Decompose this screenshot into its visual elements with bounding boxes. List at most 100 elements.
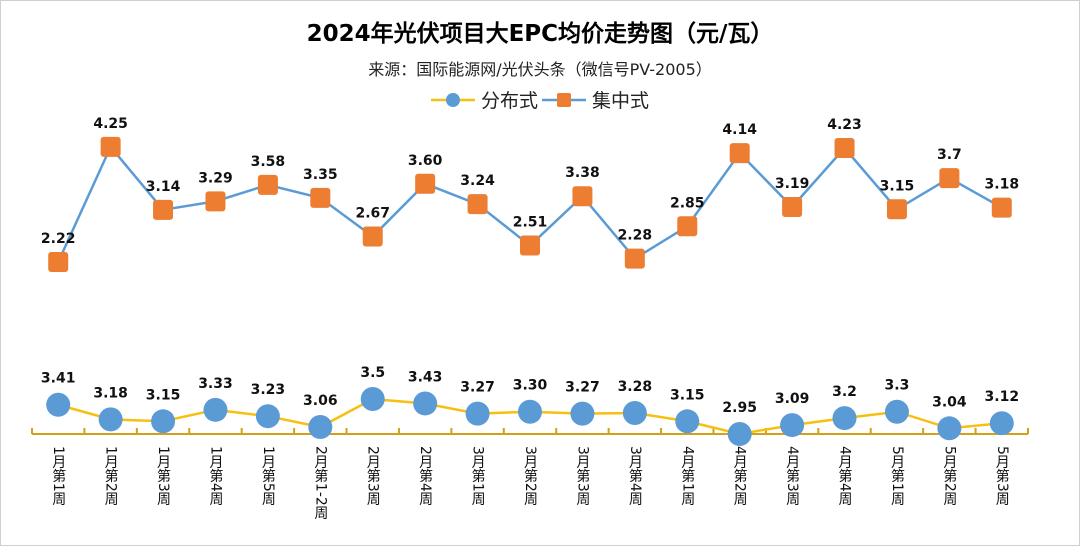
data-point-square	[624, 248, 645, 269]
data-label: 2.95	[722, 400, 757, 416]
data-point-circle	[203, 397, 228, 422]
data-point-circle	[98, 407, 123, 432]
data-point-circle	[465, 401, 490, 426]
data-point-square	[520, 235, 540, 256]
data-label: 3.5	[360, 365, 385, 381]
data-label: 3.18	[985, 177, 1020, 193]
data-label: 4.23	[827, 117, 862, 133]
data-label: 3.43	[408, 369, 443, 385]
x-tick-label: 5月第1周	[888, 446, 905, 506]
data-point-circle	[570, 401, 595, 426]
data-point-circle	[727, 422, 752, 446]
data-point-circle	[151, 409, 176, 434]
legend-label: 集中式	[592, 90, 650, 112]
data-label: 4.25	[93, 116, 128, 132]
legend-label: 分布式	[480, 90, 538, 112]
data-label: 3.41	[41, 371, 76, 387]
data-label: 3.30	[513, 378, 548, 394]
data-point-circle	[780, 413, 805, 438]
x-tick-label: 2月第4周	[417, 446, 434, 506]
data-point-circle	[46, 392, 71, 417]
data-label: 3.15	[670, 387, 705, 403]
data-label: 3.19	[775, 176, 810, 192]
data-label: 2.51	[513, 215, 548, 231]
data-point-square	[310, 187, 331, 208]
data-label: 3.12	[985, 389, 1020, 405]
data-point-square	[834, 138, 855, 159]
data-point-square	[886, 199, 907, 220]
legend-marker-circle-icon	[430, 92, 475, 107]
data-point-square	[467, 194, 488, 215]
data-label: 3.60	[408, 153, 443, 169]
data-label: 4.14	[722, 122, 757, 138]
data-label: 3.18	[93, 385, 128, 401]
data-point-square	[572, 186, 593, 207]
data-label: 3.38	[565, 165, 600, 181]
data-label: 3.58	[251, 154, 286, 170]
data-label: 3.24	[460, 173, 495, 189]
data-label: 3.15	[146, 387, 181, 403]
data-point-circle	[675, 409, 700, 434]
legend-item-centralized: 集中式	[542, 86, 649, 113]
x-tick-label: 1月第3周	[155, 446, 172, 506]
data-point-circle	[622, 401, 647, 426]
data-label: 3.7	[937, 147, 962, 163]
data-label: 3.23	[251, 382, 286, 398]
data-label: 3.35	[303, 167, 338, 183]
data-label: 3.33	[198, 376, 233, 392]
data-label: 3.28	[618, 379, 653, 395]
x-tick-label: 1月第2周	[102, 446, 119, 506]
data-label: 2.22	[41, 231, 76, 247]
data-label: 3.29	[198, 170, 233, 186]
x-tick-label: 2月第3周	[364, 446, 381, 506]
data-point-square	[205, 191, 226, 212]
data-label: 2.85	[670, 195, 705, 211]
data-point-circle	[308, 415, 333, 440]
x-tick-label: 3月第4周	[626, 446, 643, 506]
data-point-circle	[832, 406, 857, 431]
x-tick-label: 1月第5周	[259, 446, 276, 506]
data-point-square	[362, 226, 383, 247]
data-point-circle	[937, 416, 962, 441]
data-label: 3.27	[460, 380, 495, 396]
chart-title: 2024年光伏项目大EPC均价走势图（元/瓦）	[306, 21, 774, 47]
data-point-circle	[884, 399, 909, 424]
data-label: 3.15	[880, 178, 915, 194]
legend-marker-square-icon	[542, 92, 586, 107]
data-point-circle	[518, 399, 542, 424]
data-point-circle	[413, 391, 438, 416]
data-label: 2.28	[618, 228, 653, 244]
legend-item-distributed: 分布式	[430, 86, 538, 113]
x-tick-label: 4月第1周	[679, 446, 696, 506]
data-label: 3.09	[775, 391, 810, 407]
x-tick-label: 1月第1周	[50, 446, 67, 506]
data-point-square	[729, 143, 750, 164]
x-tick-label: 4月第3周	[784, 446, 801, 506]
data-point-circle	[255, 404, 280, 429]
data-label: 2.67	[355, 205, 390, 221]
data-label: 3.27	[565, 380, 600, 396]
data-point-square	[48, 252, 69, 272]
legend: 分布式 集中式	[0, 86, 1080, 113]
data-point-square	[153, 199, 174, 220]
data-label: 3.06	[303, 393, 338, 409]
chart-subtitle: 来源：国际能源网/光伏头条（微信号PV-2005）	[368, 60, 712, 79]
data-label: 3.04	[932, 394, 967, 410]
data-point-circle	[360, 387, 385, 412]
data-point-circle	[989, 411, 1014, 436]
data-point-square	[257, 174, 278, 195]
data-point-square	[677, 216, 698, 237]
data-point-square	[415, 173, 436, 194]
x-tick-label: 2月第1-2周	[312, 446, 329, 520]
x-tick-label: 3月第1周	[469, 446, 486, 506]
data-point-square	[100, 136, 121, 157]
x-tick-label: 3月第2周	[522, 446, 538, 506]
data-label: 3.3	[885, 378, 910, 394]
x-tick-label: 1月第4周	[207, 446, 224, 506]
x-tick-label: 4月第4周	[836, 446, 853, 506]
x-tick-label: 5月第2周	[941, 446, 958, 506]
data-label: 3.14	[146, 179, 181, 195]
data-label: 3.2	[832, 384, 857, 400]
data-point-square	[991, 197, 1012, 218]
